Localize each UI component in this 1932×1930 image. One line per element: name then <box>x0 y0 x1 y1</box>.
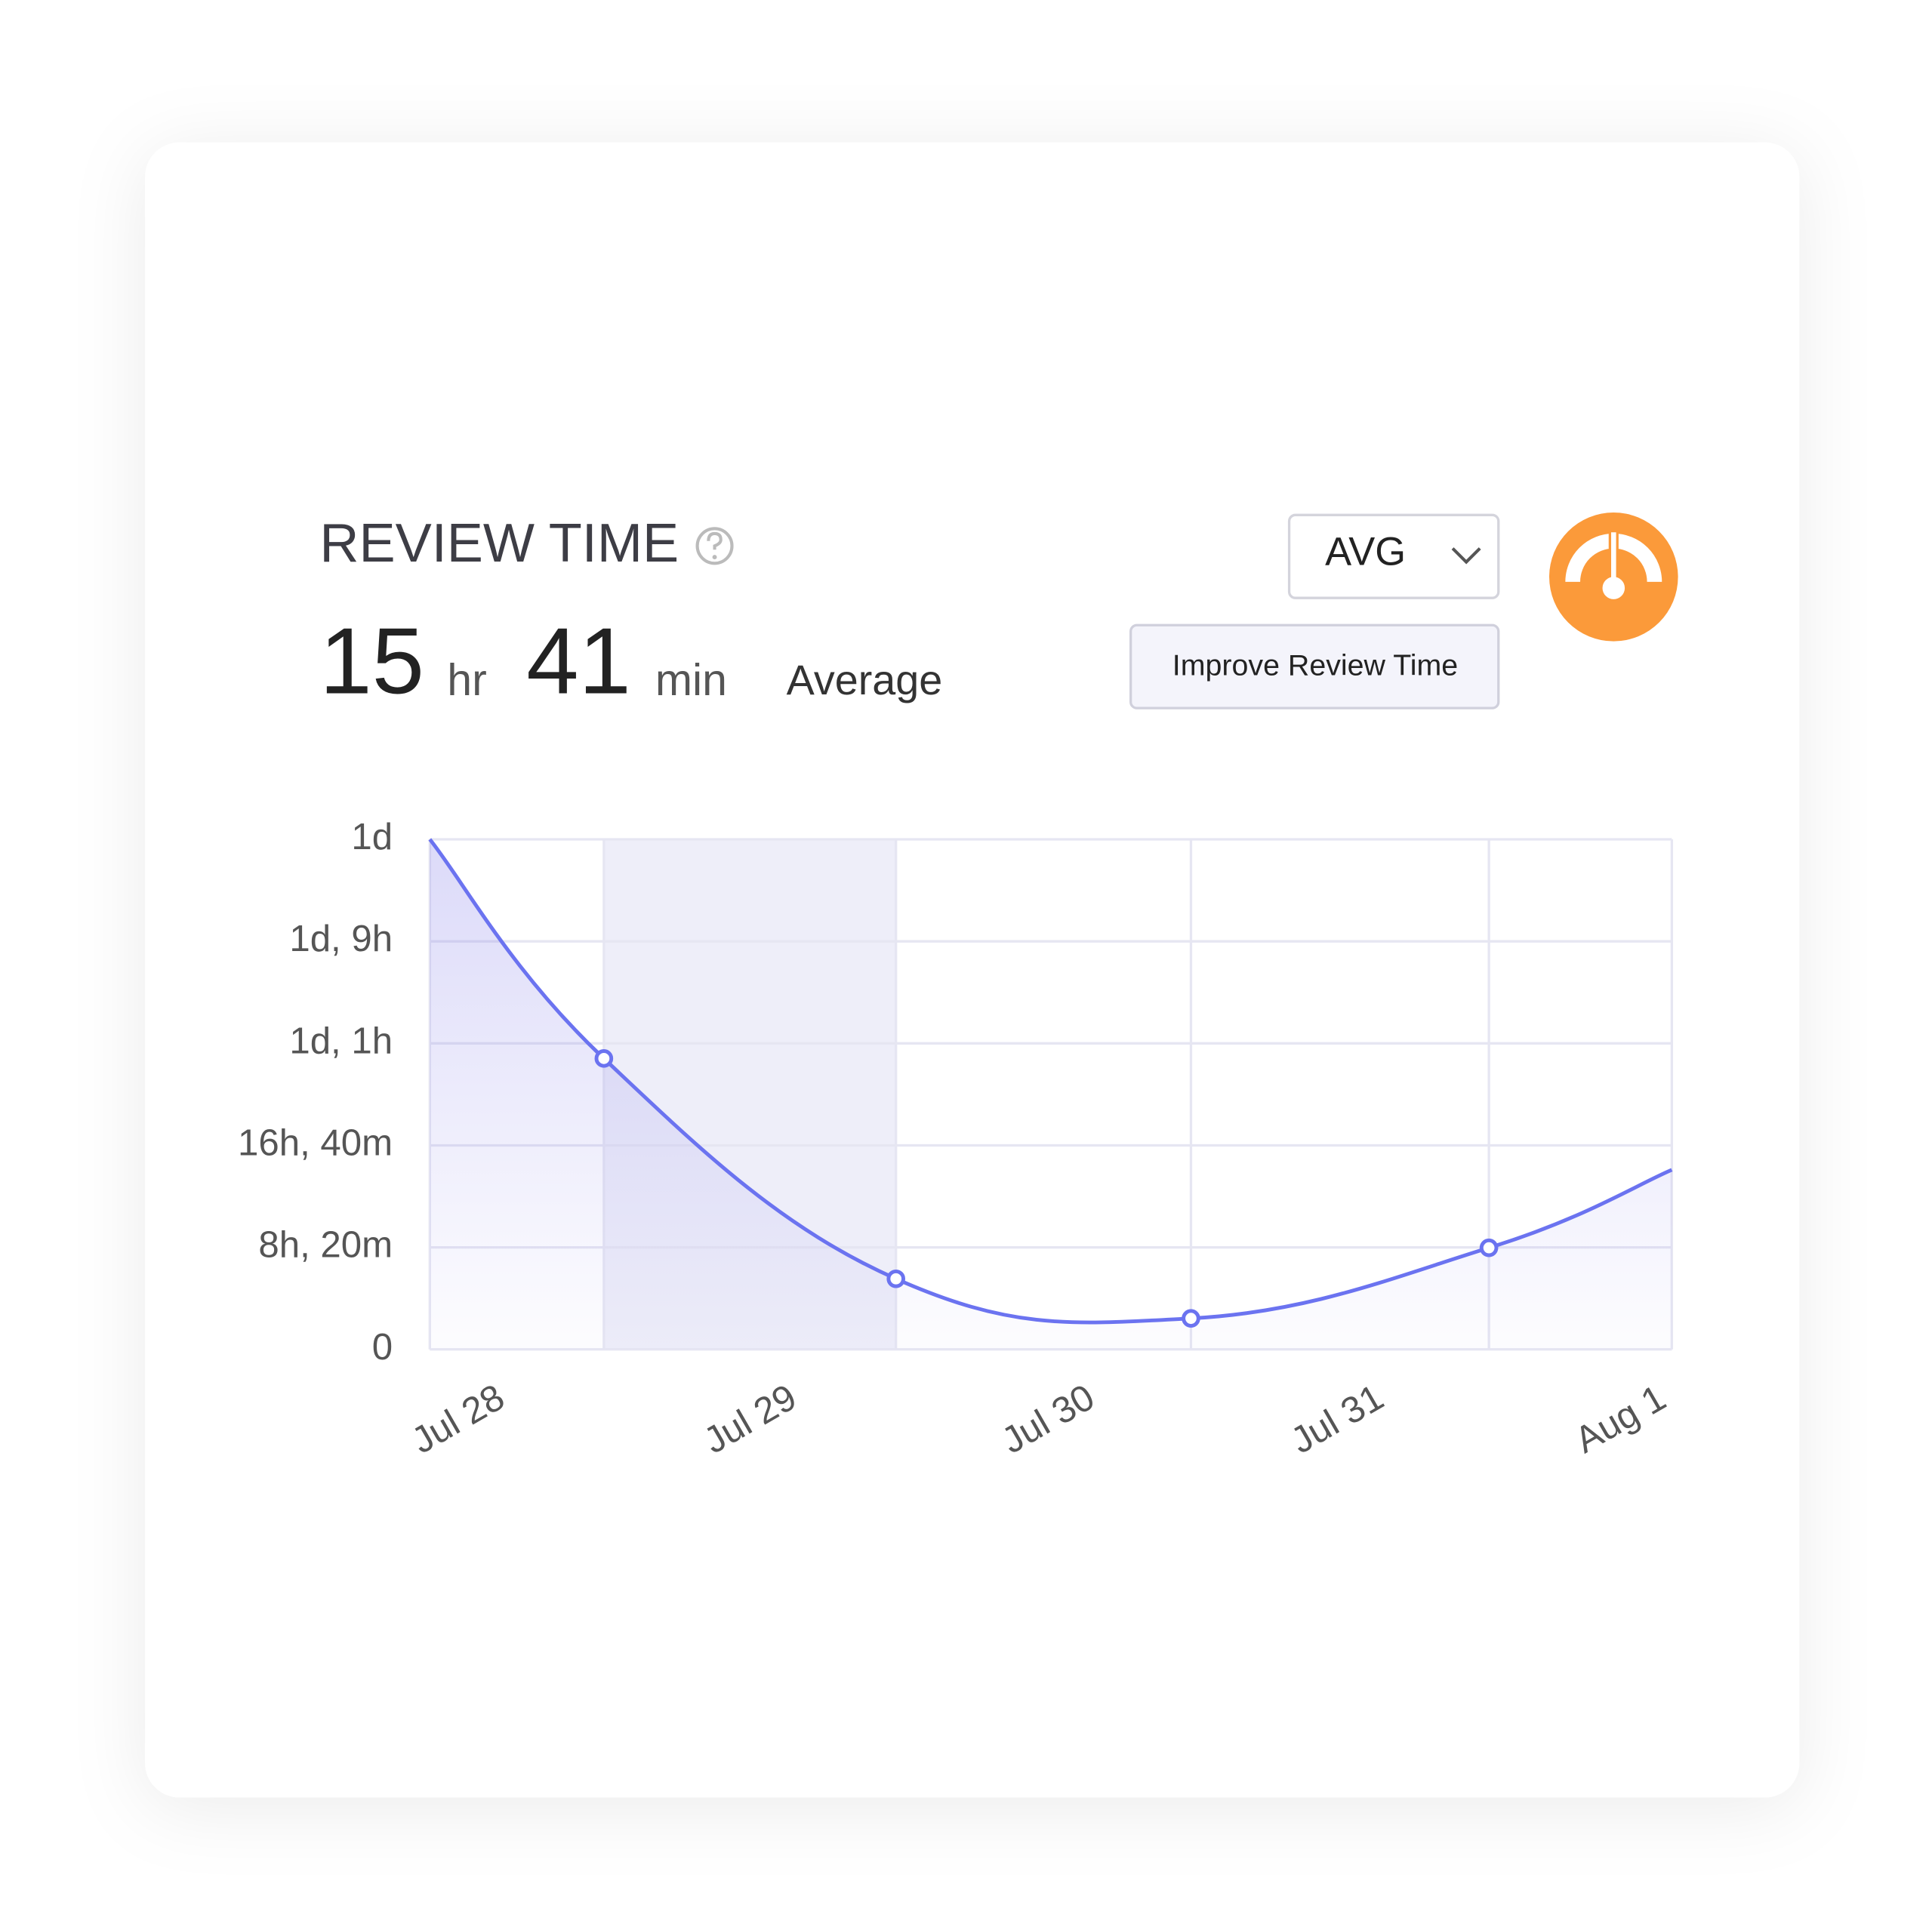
y-tick-label: 1d <box>351 816 393 857</box>
help-glyph <box>707 531 723 550</box>
select-value: AVG <box>1325 530 1406 574</box>
chevron <box>1451 547 1481 565</box>
help-icon[interactable] <box>695 527 734 565</box>
area <box>430 839 1672 1350</box>
y-tick-label: 1d, 9h <box>289 918 393 959</box>
point <box>1182 1309 1200 1328</box>
gauge-hub <box>1602 577 1625 599</box>
y-tick-label: 1d, 1h <box>289 1020 393 1061</box>
select[interactable] <box>1287 513 1500 599</box>
minutes: 41 <box>526 609 631 714</box>
y-tick-label: 16h, 40m <box>238 1122 393 1163</box>
y-tick-label: 0 <box>372 1326 393 1368</box>
card <box>145 142 1800 1798</box>
y-tick-label: 8h, 20m <box>258 1224 393 1266</box>
point <box>594 1049 614 1068</box>
title: REVIEW TIME <box>319 513 679 574</box>
minutes-unit: min <box>655 655 727 705</box>
help-dot <box>712 555 717 560</box>
point <box>1479 1238 1499 1257</box>
improve-button[interactable] <box>1129 623 1500 710</box>
hours: 15 <box>319 609 424 714</box>
hours-unit: hr <box>447 655 487 705</box>
point <box>886 1269 906 1288</box>
stat-label: Average <box>787 657 943 703</box>
button-label: Improve Review Time <box>1172 648 1458 682</box>
